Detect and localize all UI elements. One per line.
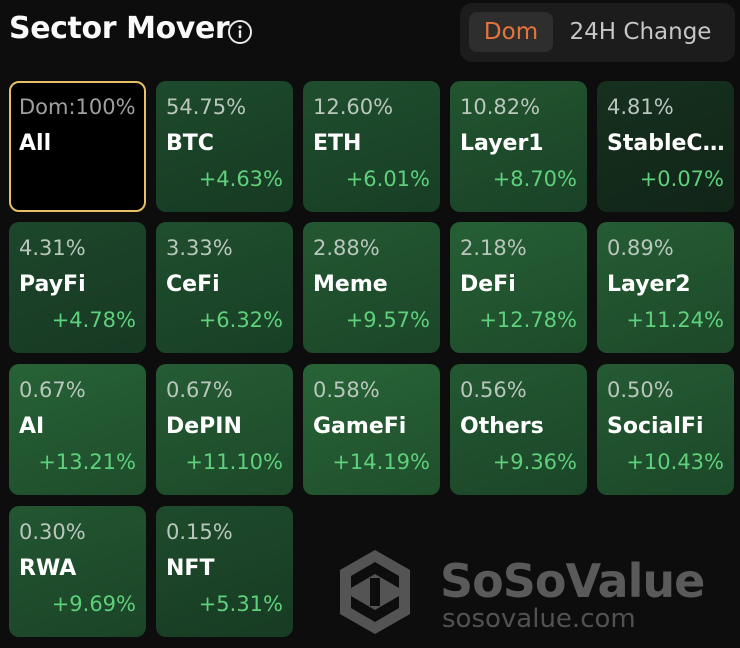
- sector-dominance: 0.50%: [607, 378, 674, 402]
- sector-change: +9.36%: [492, 450, 577, 474]
- sector-dominance: 0.67%: [166, 378, 233, 402]
- view-toggle: Dom 24H Change: [460, 3, 735, 62]
- sector-tile[interactable]: 0.89% Layer2 +11.24%: [597, 222, 734, 353]
- sector-tile[interactable]: 2.88% Meme +9.57%: [303, 222, 440, 353]
- sector-tile[interactable]: 3.33% CeFi +6.32%: [156, 222, 293, 353]
- sector-tile[interactable]: 0.30% RWA +9.69%: [9, 506, 146, 637]
- sector-change: +8.70%: [492, 167, 577, 191]
- sector-change: +11.10%: [185, 450, 283, 474]
- sector-name: Others: [460, 414, 544, 439]
- sector-name: DePIN: [166, 414, 242, 439]
- sector-dominance: 0.15%: [166, 520, 233, 544]
- sector-name: CeFi: [166, 272, 220, 297]
- sector-dominance: 2.88%: [313, 236, 380, 260]
- sector-name: GameFi: [313, 414, 407, 439]
- sector-tile[interactable]: 2.18% DeFi +12.78%: [450, 222, 587, 353]
- sector-tile[interactable]: 10.82% Layer1 +8.70%: [450, 81, 587, 212]
- sector-name: AI: [19, 414, 45, 439]
- sector-dominance: 0.89%: [607, 236, 674, 260]
- sector-dominance: 3.33%: [166, 236, 233, 260]
- sector-change: +4.78%: [51, 308, 136, 332]
- sector-name: StableC...: [607, 131, 727, 156]
- sector-name: ETH: [313, 131, 362, 156]
- sector-change: +11.24%: [626, 308, 724, 332]
- sector-change: +9.69%: [51, 592, 136, 616]
- sector-dominance: 10.82%: [460, 95, 541, 119]
- sector-change: +6.32%: [198, 308, 283, 332]
- sector-dominance: 0.56%: [460, 378, 527, 402]
- sector-dominance: 2.18%: [460, 236, 527, 260]
- change-toggle-button[interactable]: 24H Change: [569, 19, 712, 45]
- sector-tile[interactable]: 0.50% SocialFi +10.43%: [597, 364, 734, 495]
- sector-tile[interactable]: 0.56% Others +9.36%: [450, 364, 587, 495]
- sector-name: SocialFi: [607, 414, 704, 439]
- sector-change: +4.63%: [198, 167, 283, 191]
- header: Sector Mover Dom 24H Change: [0, 0, 740, 66]
- sector-tile[interactable]: 12.60% ETH +6.01%: [303, 81, 440, 212]
- sector-tile[interactable]: 4.81% StableC... +0.07%: [597, 81, 734, 212]
- sector-dominance: 0.58%: [313, 378, 380, 402]
- sector-name: All: [19, 131, 52, 156]
- sector-dominance: 4.31%: [19, 236, 86, 260]
- sector-dominance: 0.30%: [19, 520, 86, 544]
- page-title: Sector Mover: [9, 11, 230, 46]
- sector-change: +12.78%: [479, 308, 577, 332]
- sector-change: +6.01%: [345, 167, 430, 191]
- sector-name: NFT: [166, 556, 215, 581]
- sector-tile[interactable]: 0.67% DePIN +11.10%: [156, 364, 293, 495]
- sector-name: PayFi: [19, 272, 86, 297]
- sector-change: +14.19%: [332, 450, 430, 474]
- sector-change: +13.21%: [38, 450, 136, 474]
- sector-tile[interactable]: 54.75% BTC +4.63%: [156, 81, 293, 212]
- sector-name: DeFi: [460, 272, 516, 297]
- sector-name: Layer2: [607, 272, 691, 297]
- sector-name: BTC: [166, 131, 214, 156]
- sector-tile[interactable]: Dom:100% All: [9, 81, 146, 212]
- sector-change: +9.57%: [345, 308, 430, 332]
- sector-tile[interactable]: 0.67% AI +13.21%: [9, 364, 146, 495]
- sector-tile[interactable]: 0.58% GameFi +14.19%: [303, 364, 440, 495]
- sector-dominance: 0.67%: [19, 378, 86, 402]
- sector-change: +0.07%: [639, 167, 724, 191]
- sector-name: Layer1: [460, 131, 544, 156]
- sector-dominance: 12.60%: [313, 95, 394, 119]
- sector-dominance: 4.81%: [607, 95, 674, 119]
- sector-name: Meme: [313, 272, 388, 297]
- sector-dominance: 54.75%: [166, 95, 247, 119]
- sector-change: +5.31%: [198, 592, 283, 616]
- sector-dominance: Dom:100%: [19, 95, 136, 119]
- sector-change: +10.43%: [626, 450, 724, 474]
- info-icon[interactable]: [227, 19, 253, 45]
- sector-tile[interactable]: 0.15% NFT +5.31%: [156, 506, 293, 637]
- sector-name: RWA: [19, 556, 77, 581]
- sector-tile[interactable]: 4.31% PayFi +4.78%: [9, 222, 146, 353]
- dom-toggle-button[interactable]: Dom: [469, 12, 553, 52]
